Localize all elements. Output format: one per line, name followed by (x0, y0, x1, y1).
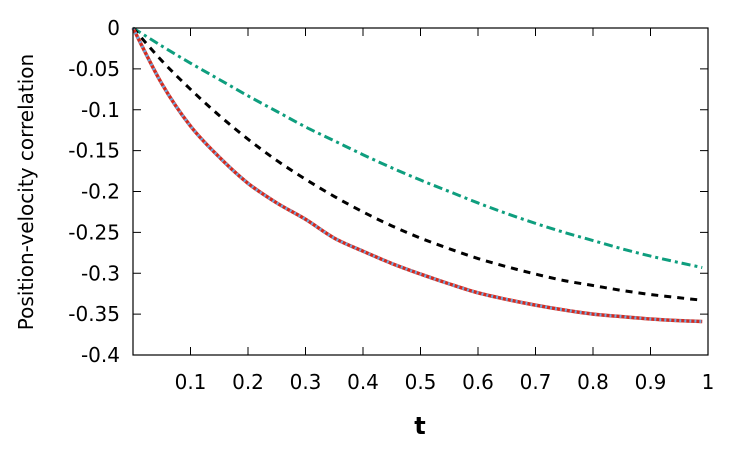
x-tick-label: 0.8 (577, 370, 609, 394)
series-line-2 (131, 27, 703, 302)
x-tick-label: 0.1 (175, 370, 207, 394)
y-tick-label: -0.35 (68, 302, 120, 326)
series-line-1 (132, 26, 703, 269)
x-axis-title: t (414, 412, 425, 440)
y-tick-label: -0.25 (68, 220, 120, 244)
x-tick-label: 0.3 (290, 370, 322, 394)
y-tick-label: -0.2 (81, 180, 120, 204)
y-tick-label: -0.05 (68, 57, 120, 81)
x-tick-label: 0.5 (405, 370, 437, 394)
x-tick-label: 0.2 (232, 370, 264, 394)
x-tick-label: 0.7 (520, 370, 552, 394)
series-line-4 (131, 27, 703, 323)
ticks-layer: 0.1 0.2 0.3 0.4 0.5 0.6 0.7 0.8 0.9 1 0 -0.05 -0.1 -0… (68, 16, 714, 394)
y-tick-label: -0.15 (68, 139, 120, 163)
series-layer (131, 26, 703, 324)
y-tick-label: -0.3 (81, 261, 120, 285)
x-tick-label: 1 (702, 370, 715, 394)
x-tick-label: 0.6 (462, 370, 494, 394)
y-tick-label: 0 (107, 16, 120, 40)
x-tick-label: 0.9 (635, 370, 667, 394)
plot-frame (132, 27, 709, 356)
y-tick-label: -0.4 (81, 343, 120, 367)
y-axis-title: Position-velocity correlation (14, 54, 38, 330)
series-line-3 (131, 27, 703, 324)
y-tick-label: -0.1 (81, 98, 120, 122)
x-tick-label: 0.4 (347, 370, 379, 394)
